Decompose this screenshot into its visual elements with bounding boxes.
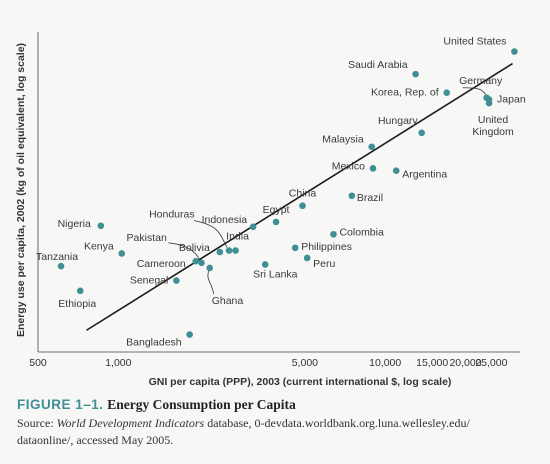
data-point [299,202,306,210]
point-label: Argentina [402,169,447,181]
data-point [216,248,224,256]
data-point [57,262,65,270]
source-rest: database, 0-devdata.worldbank.org.luna.w… [204,416,470,430]
point-label: Hungary [378,115,418,127]
data-point [232,247,239,254]
data-point [291,244,299,252]
figure-title: Energy Consumption per Capita [107,397,296,412]
data-point [368,143,375,151]
figure-heading: FIGURE 1–1. Energy Consumption per Capit… [17,397,542,413]
point-label: Korea, Rep. of [371,87,439,99]
source-database-name: World Development Indicators [56,416,205,430]
scatter-chart: United States Saudi Arabia Germany Korea, R… [15,32,526,388]
point-label: Germany [459,75,503,87]
point-label: Nigeria [58,218,91,230]
data-point [261,261,269,268]
x-tick-label: 25,000 [475,357,507,369]
data-point [418,129,425,137]
x-axis-title: GNI per capita (PPP), 2003 (current inte… [149,376,452,388]
data-point [118,250,126,257]
label-leader-line [462,87,487,95]
point-label: Pakistan [127,232,167,244]
data-point [198,259,205,267]
data-point [330,230,337,238]
data-point [392,167,400,174]
data-point [272,218,280,226]
data-point [249,223,257,231]
point-label: Philippines [301,241,352,253]
point-label: Cameroon [137,258,186,270]
point-label: Brazil [357,192,383,204]
data-point [443,89,450,97]
source-prefix: Source: [17,416,57,430]
figure-number: FIGURE 1–1. [17,397,104,412]
data-point [76,287,84,295]
point-label: United Kingdom [472,114,514,138]
point-label: Colombia [339,226,384,238]
data-point [97,222,105,230]
point-label: Egypt [263,204,290,216]
point-label: Kenya [84,240,114,252]
point-label: Malaysia [322,134,364,146]
data-point [225,247,233,254]
data-point [192,257,200,265]
data-point [173,277,180,284]
point-label: Ghana [212,295,244,307]
x-tick-label: 500 [29,357,47,369]
point-label: Mexico [332,160,365,172]
point-label: China [289,188,317,200]
point-label: Bolivia [179,242,210,254]
data-point [303,254,311,262]
x-tick-label: 15,000 [416,357,448,369]
point-label: Saudi Arabia [348,59,408,71]
point-label: India [226,231,249,243]
source-line-2: dataonline/, accessed May 2005. [17,433,174,447]
figure-source: Source: World Development Indicators dat… [17,415,542,449]
x-tick-label: 10,000 [369,357,401,369]
point-label: Ethiopia [58,298,96,310]
data-point [206,264,214,272]
x-tick-label: 1,000 [105,357,131,369]
point-label: Honduras [149,209,195,221]
figure-caption: FIGURE 1–1. Energy Consumption per Capit… [17,397,542,449]
label-leader-line [207,270,215,295]
data-point [369,165,377,172]
point-label: Japan [497,94,526,106]
point-label: Senegal [130,275,169,287]
x-tick-label: 20,000 [449,357,481,369]
point-label: Indonesia [202,214,248,226]
data-point [348,192,356,200]
point-label: Tanzania [36,251,78,263]
point-label: Bangladesh [126,337,182,349]
x-tick-label: 5,000 [292,357,318,369]
point-label: Peru [313,258,335,270]
label-leader-line [168,242,200,260]
y-axis-title: Energy use per capita, 2002 (kg of oil e… [15,43,27,337]
label-leader-line [193,220,228,248]
data-point [186,331,193,338]
data-point [412,70,419,78]
trend-line [86,62,513,331]
point-label: United States [443,36,506,48]
data-point [511,48,518,55]
data-point [485,99,493,107]
point-label: Sri Lanka [253,268,298,280]
